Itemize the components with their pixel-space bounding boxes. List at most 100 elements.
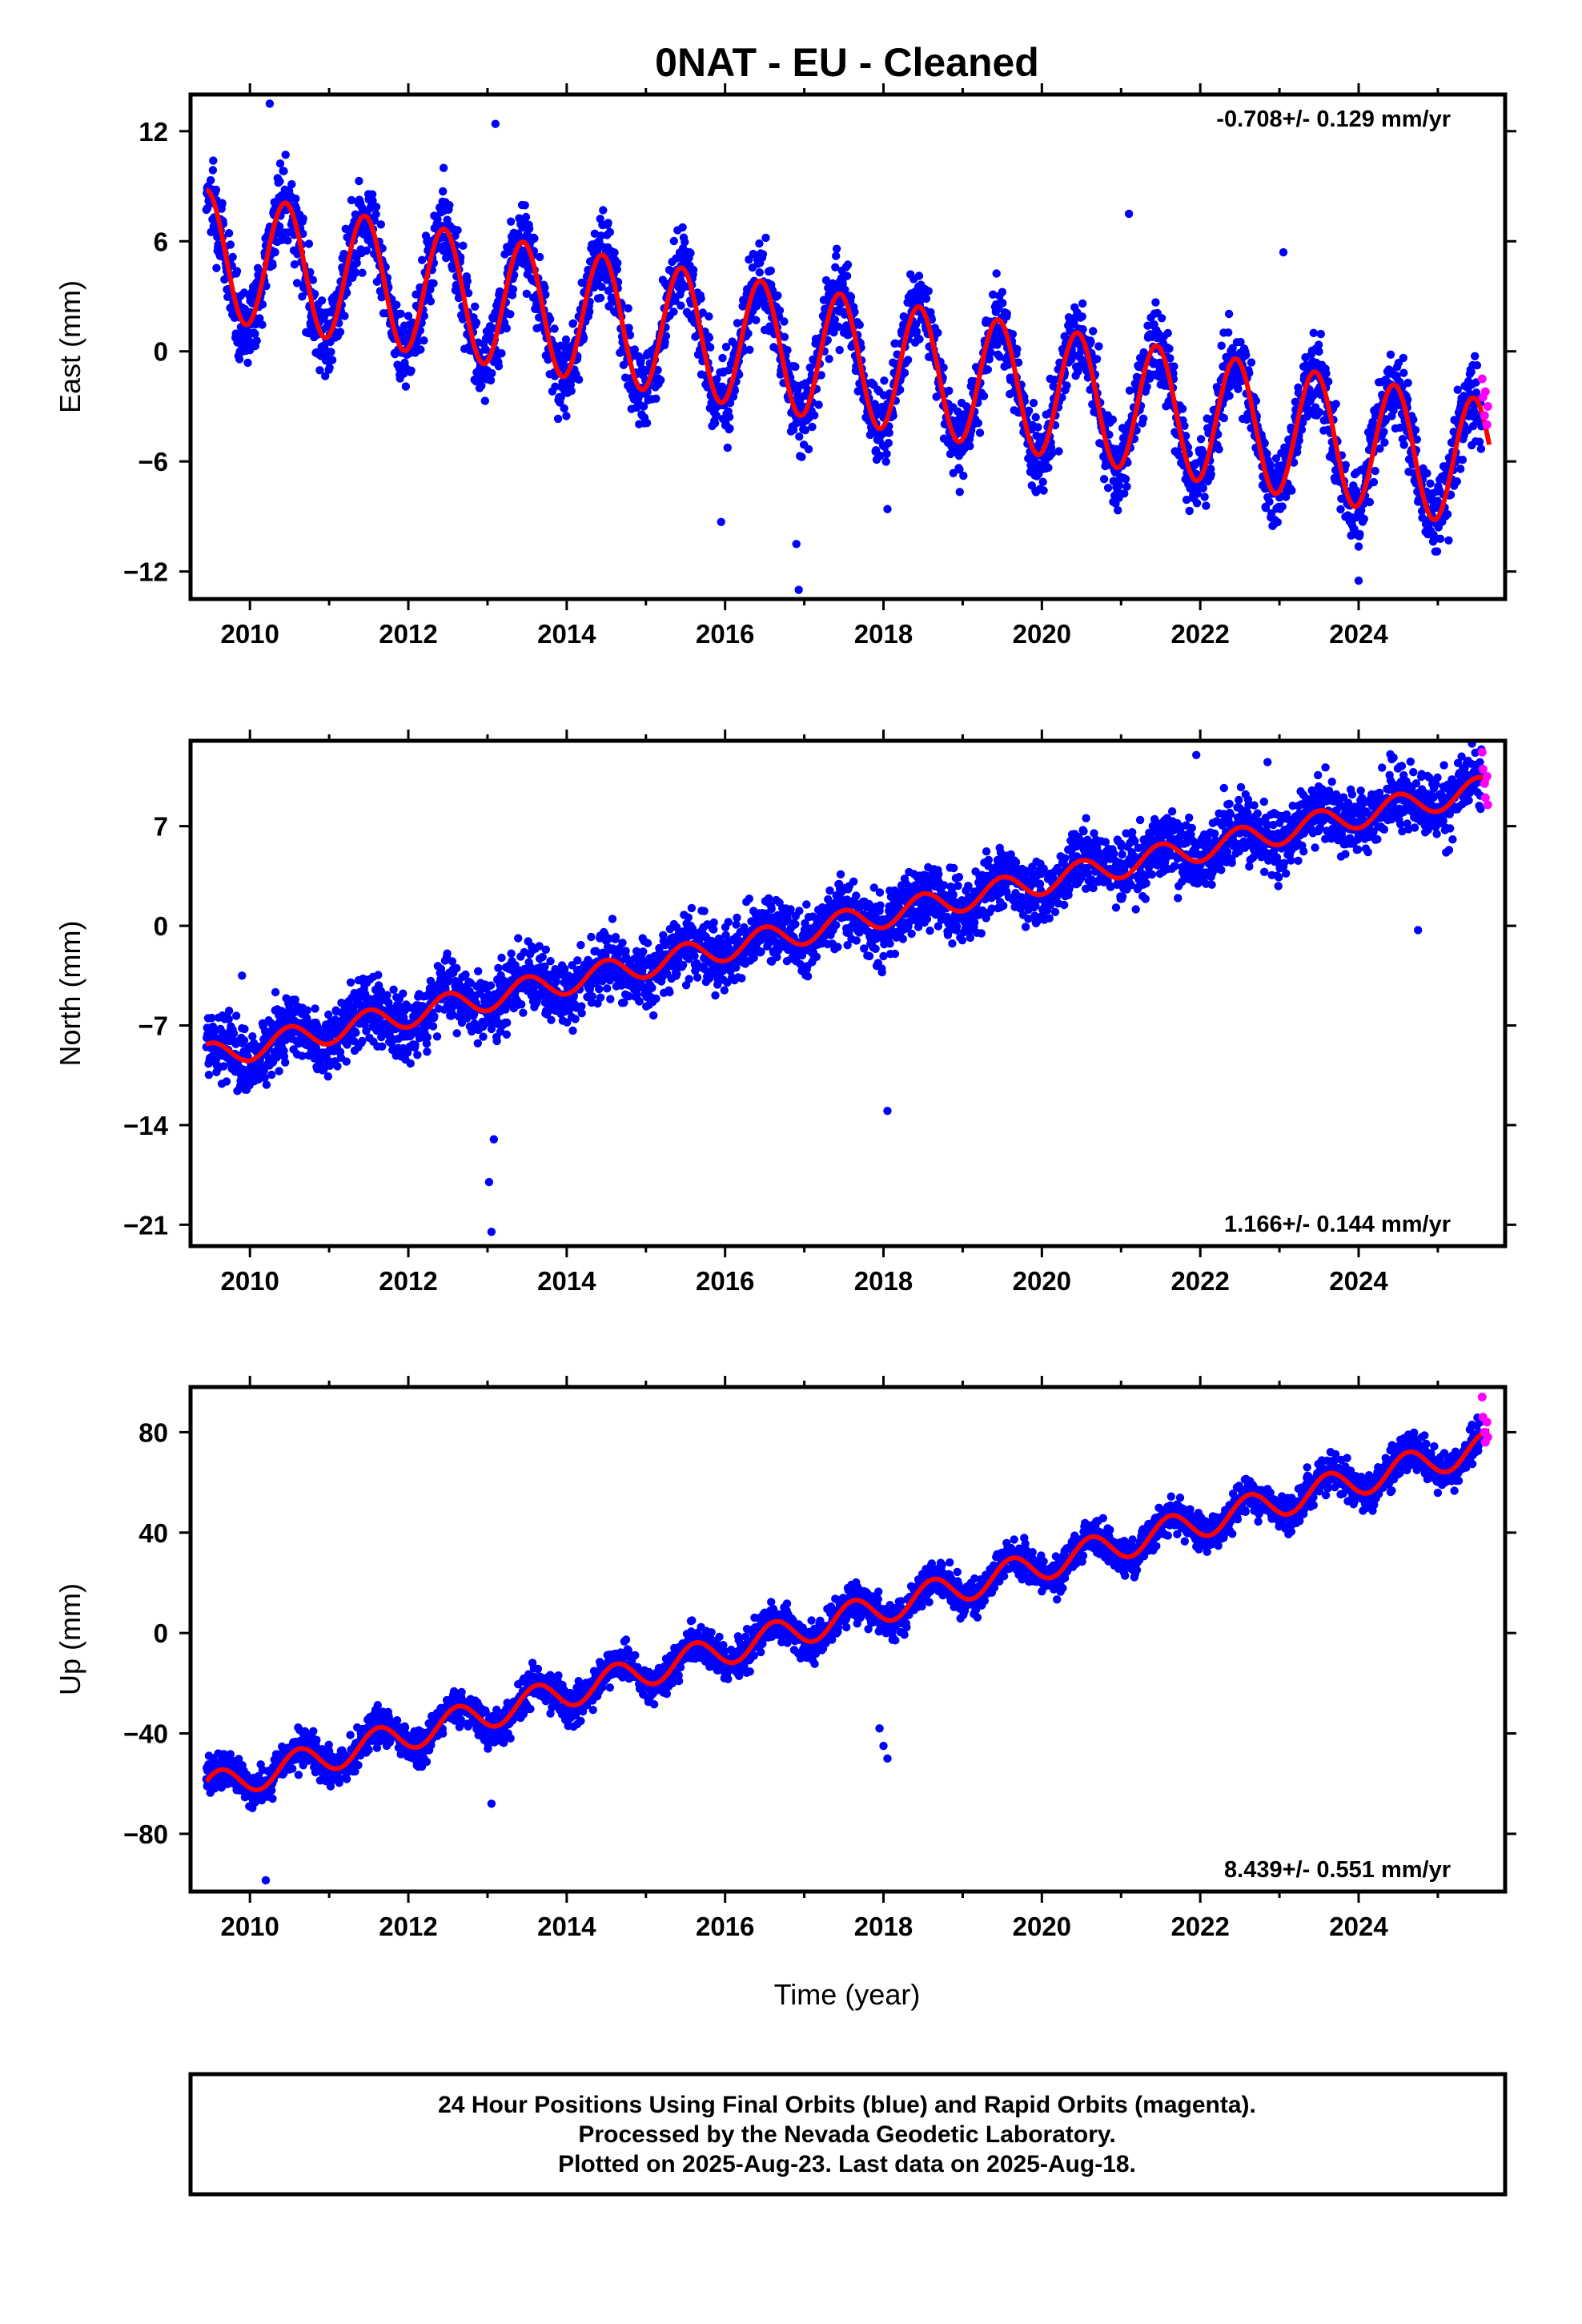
daily-position-point bbox=[752, 316, 761, 324]
daily-position-point bbox=[342, 288, 351, 297]
daily-position-point bbox=[825, 355, 833, 364]
daily-position-point bbox=[912, 327, 921, 336]
daily-position-point bbox=[1309, 328, 1319, 337]
daily-position-point bbox=[416, 345, 425, 354]
daily-position-point bbox=[452, 963, 461, 973]
daily-position-point bbox=[620, 998, 628, 1007]
daily-position-point bbox=[604, 934, 614, 943]
daily-position-point bbox=[1224, 309, 1234, 319]
daily-position-point bbox=[1273, 517, 1283, 527]
daily-position-point bbox=[1103, 484, 1113, 493]
daily-position-point bbox=[1088, 400, 1097, 409]
daily-position-point bbox=[255, 314, 264, 323]
daily-position-point bbox=[355, 176, 363, 186]
daily-position-point bbox=[685, 975, 693, 983]
daily-position-point bbox=[841, 285, 849, 294]
daily-position-point bbox=[208, 166, 218, 175]
daily-position-point bbox=[479, 1032, 488, 1041]
daily-position-point bbox=[399, 989, 408, 998]
daily-position-point bbox=[268, 261, 277, 270]
rapid-position-point bbox=[1480, 387, 1490, 396]
daily-position-point bbox=[340, 312, 349, 320]
daily-position-point bbox=[383, 991, 391, 999]
daily-position-point bbox=[497, 953, 506, 963]
rapid-position-point bbox=[1482, 420, 1492, 429]
daily-position-point bbox=[1355, 529, 1364, 539]
daily-position-point bbox=[331, 1015, 339, 1024]
daily-position-point bbox=[606, 995, 615, 1003]
daily-position-point bbox=[1013, 344, 1022, 354]
daily-position-point bbox=[258, 300, 267, 309]
daily-position-point bbox=[705, 312, 713, 321]
daily-position-point bbox=[574, 375, 584, 384]
daily-position-point bbox=[514, 934, 523, 943]
daily-position-point bbox=[673, 969, 681, 979]
daily-position-point bbox=[1225, 392, 1234, 400]
daily-position-point bbox=[1324, 377, 1333, 386]
daily-position-point bbox=[1369, 477, 1379, 487]
daily-position-point bbox=[271, 987, 280, 997]
daily-position-point bbox=[544, 355, 552, 364]
daily-position-point bbox=[502, 324, 511, 333]
daily-position-point bbox=[267, 1070, 276, 1080]
daily-position-point bbox=[1025, 406, 1034, 415]
daily-position-point bbox=[426, 976, 436, 986]
daily-position-point bbox=[832, 251, 841, 260]
daily-position-point bbox=[299, 214, 307, 223]
daily-position-point bbox=[1331, 400, 1340, 408]
figure-title: 0NAT - EU - Cleaned bbox=[655, 40, 1039, 85]
daily-position-point bbox=[1170, 362, 1178, 371]
daily-position-point bbox=[630, 345, 639, 354]
daily-position-point bbox=[596, 993, 605, 1002]
daily-position-point bbox=[224, 1007, 234, 1015]
daily-position-point bbox=[884, 439, 893, 448]
daily-position-point bbox=[1293, 442, 1302, 452]
daily-position-point bbox=[745, 345, 754, 354]
daily-position-point bbox=[448, 957, 457, 966]
daily-position-point bbox=[530, 234, 539, 243]
daily-position-point bbox=[921, 294, 931, 304]
daily-position-point bbox=[1471, 352, 1480, 360]
daily-position-point bbox=[546, 957, 555, 966]
daily-position-point bbox=[362, 1027, 371, 1035]
daily-position-point bbox=[1054, 447, 1063, 456]
daily-position-point bbox=[900, 368, 909, 377]
daily-position-point bbox=[560, 356, 568, 364]
daily-position-point bbox=[671, 296, 680, 305]
daily-position-point bbox=[560, 404, 568, 413]
daily-position-point bbox=[291, 995, 299, 1004]
daily-position-point bbox=[439, 187, 448, 196]
daily-position-point bbox=[880, 376, 889, 385]
daily-position-point bbox=[842, 271, 852, 280]
daily-position-point bbox=[426, 297, 436, 306]
daily-position-point bbox=[560, 964, 569, 974]
daily-position-point bbox=[463, 277, 472, 286]
daily-position-point bbox=[611, 932, 620, 942]
daily-position-point bbox=[624, 324, 633, 332]
daily-position-point bbox=[204, 1071, 214, 1080]
daily-position-point bbox=[1125, 386, 1134, 395]
daily-position-point bbox=[368, 196, 377, 205]
daily-position-point bbox=[522, 289, 532, 298]
daily-position-point bbox=[829, 328, 838, 337]
daily-position-point bbox=[721, 343, 731, 352]
daily-position-point bbox=[596, 293, 605, 303]
daily-position-point bbox=[311, 1043, 321, 1052]
daily-position-point bbox=[232, 267, 242, 275]
daily-position-point bbox=[535, 942, 544, 951]
daily-position-point bbox=[835, 345, 844, 355]
y-tick-label: 0 bbox=[154, 337, 168, 367]
daily-position-point bbox=[955, 465, 964, 474]
daily-position-point bbox=[669, 236, 678, 246]
daily-position-point bbox=[1156, 358, 1165, 368]
daily-position-point bbox=[1078, 312, 1086, 321]
daily-position-point bbox=[392, 300, 401, 309]
daily-position-point bbox=[428, 1022, 438, 1031]
daily-position-point bbox=[573, 956, 582, 965]
daily-position-point bbox=[992, 269, 1001, 278]
daily-position-point bbox=[1432, 547, 1442, 556]
daily-position-point bbox=[371, 210, 380, 219]
daily-position-point bbox=[832, 244, 841, 253]
outlier-point bbox=[1354, 576, 1363, 585]
daily-position-point bbox=[371, 203, 381, 211]
